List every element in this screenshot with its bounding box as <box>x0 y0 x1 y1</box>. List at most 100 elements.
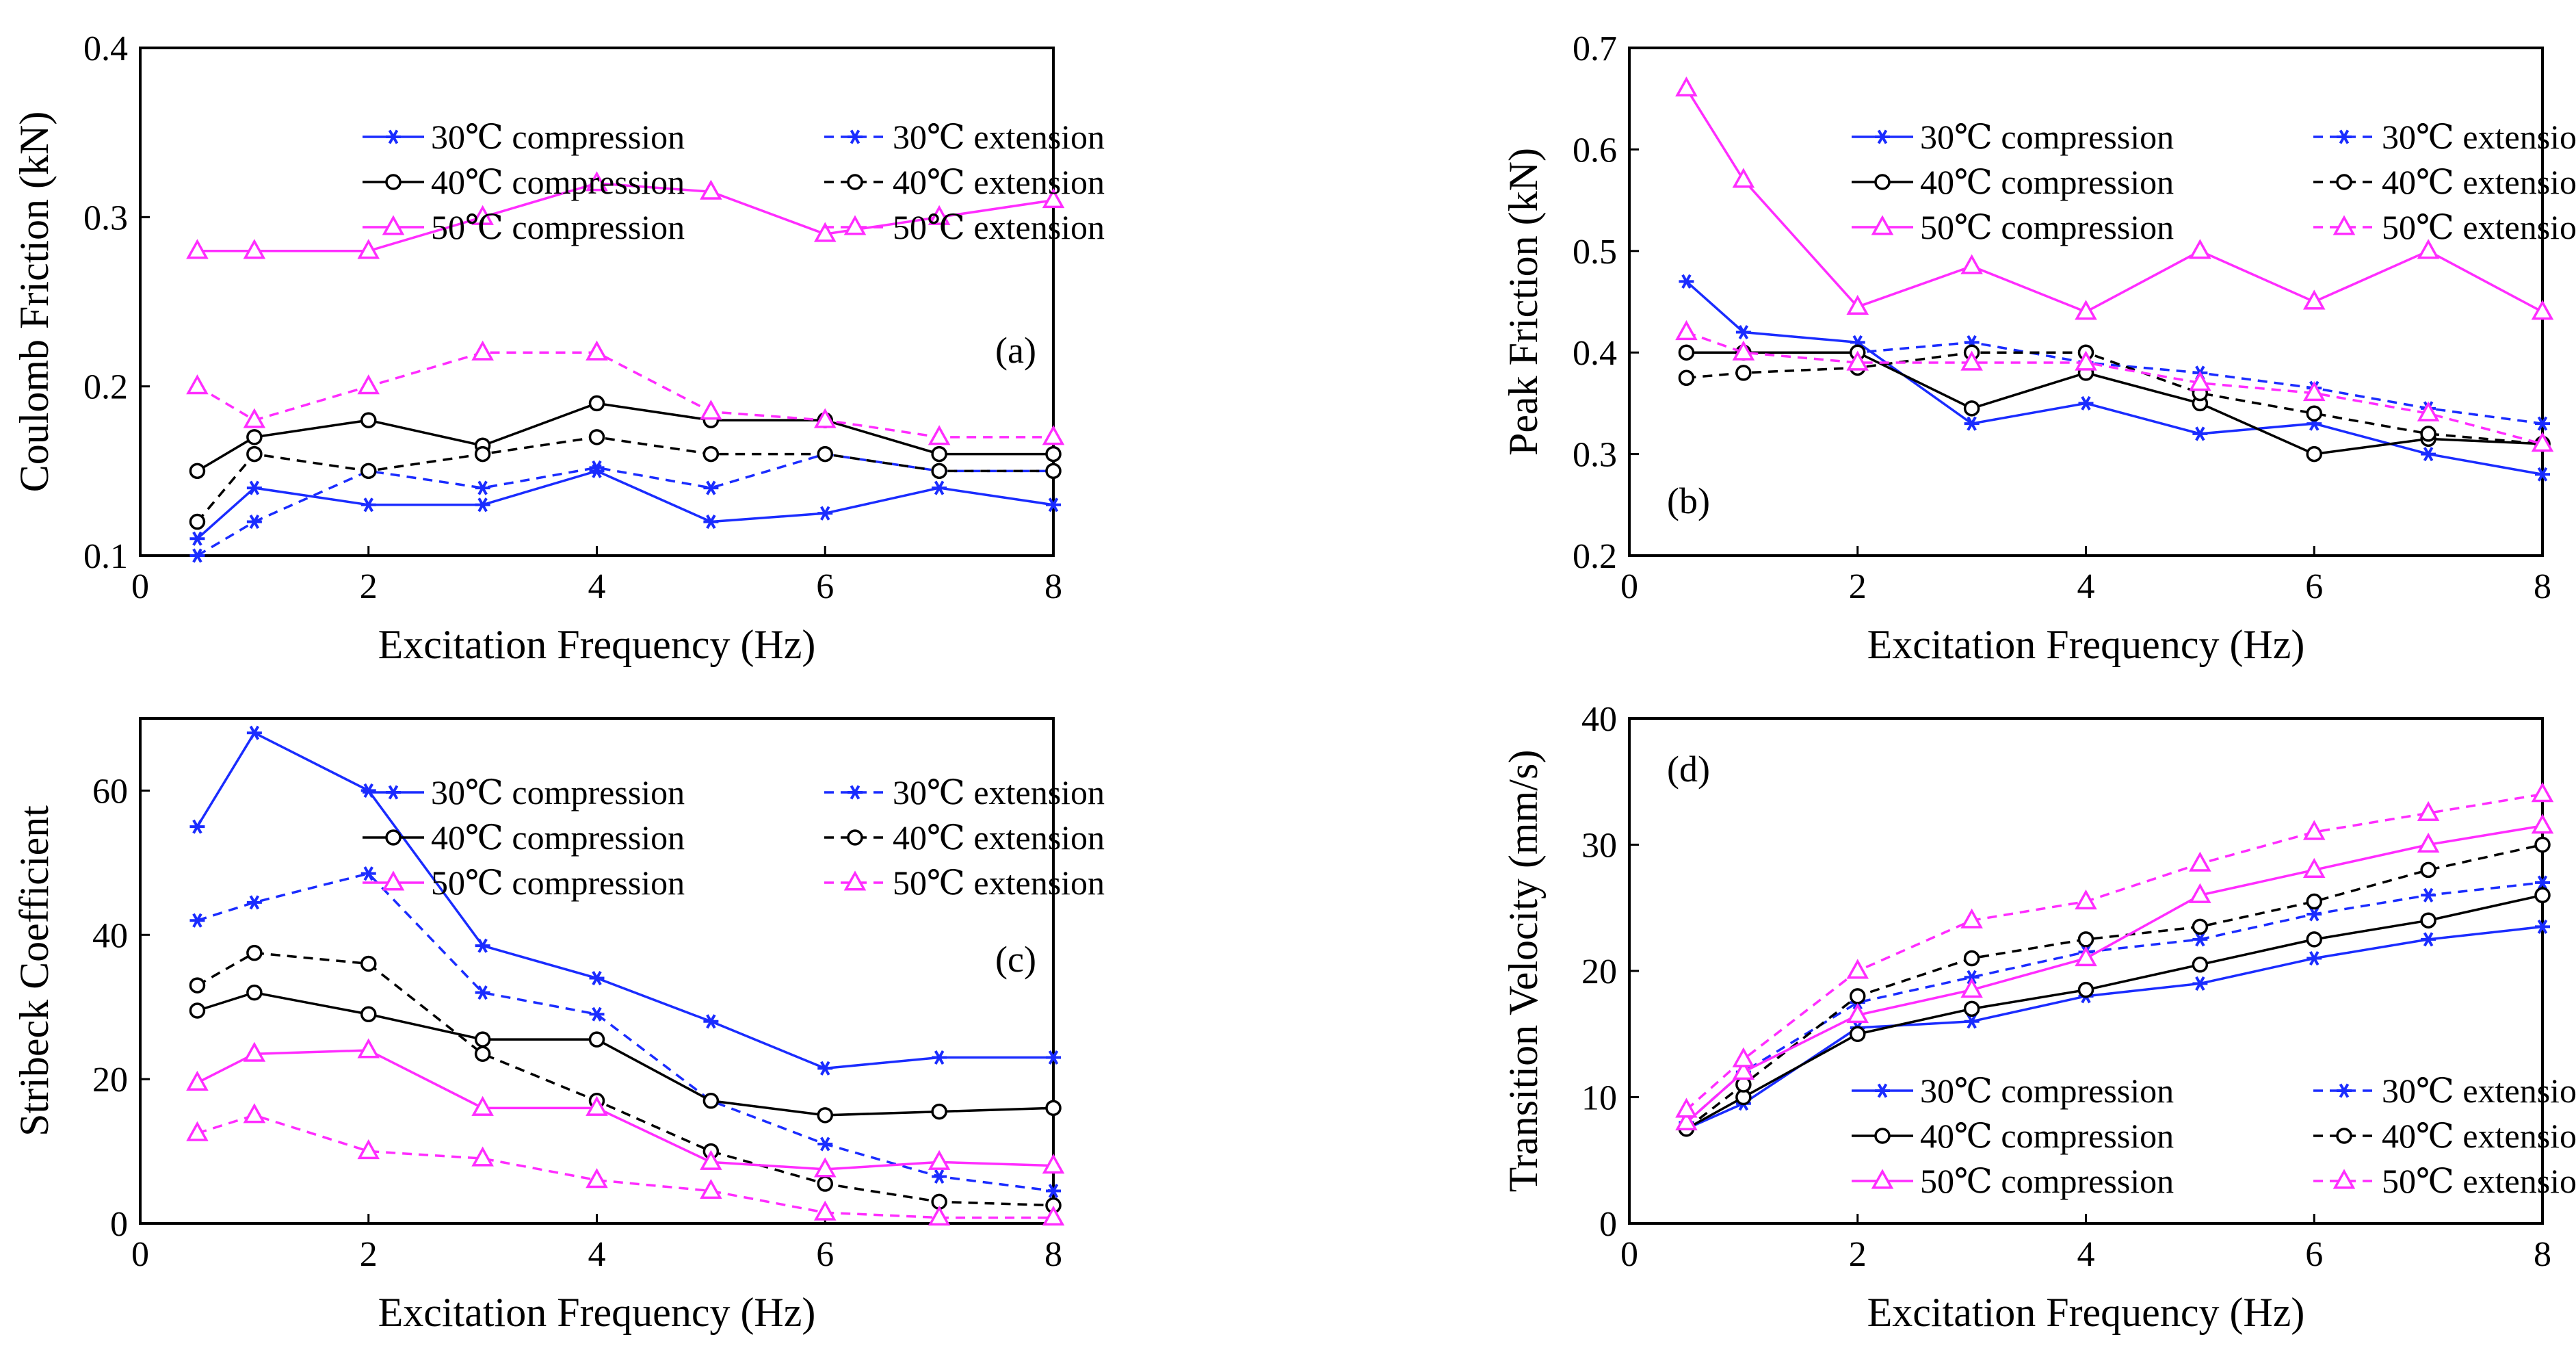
x-tick-label: 0 <box>131 567 149 606</box>
data-point <box>1042 425 1065 445</box>
series-40-extension <box>189 944 1062 1214</box>
series-30-compression <box>189 463 1061 546</box>
legend-entry: 50℃ extension <box>2382 1162 2576 1200</box>
data-point <box>186 239 209 259</box>
data-point <box>2192 918 2209 935</box>
data-point <box>2078 395 2094 411</box>
data-point <box>2306 931 2322 948</box>
data-point <box>586 1168 608 1189</box>
data-point <box>1963 950 1980 967</box>
data-point <box>189 513 206 530</box>
data-point <box>189 913 205 928</box>
data-point <box>588 1031 605 1048</box>
x-tick-label: 6 <box>816 567 834 606</box>
data-point <box>2192 932 2208 947</box>
data-point <box>703 1014 719 1029</box>
legend-entry: 30℃ compression <box>431 118 685 156</box>
series-line <box>196 872 1054 1193</box>
data-point <box>928 1150 951 1170</box>
data-point <box>931 1103 947 1120</box>
x-tick-label: 8 <box>2534 567 2551 606</box>
data-point <box>360 866 376 881</box>
panel-label: (a) <box>995 330 1036 371</box>
y-tick-label: 0.6 <box>1573 131 1617 170</box>
data-point <box>246 944 263 961</box>
data-point <box>700 400 722 420</box>
data-point <box>703 480 719 495</box>
y-tick-label: 10 <box>1581 1079 1617 1118</box>
data-point <box>475 985 490 1000</box>
data-point <box>932 1169 947 1184</box>
legend-marker <box>847 129 863 144</box>
y-tick-label: 0.1 <box>83 537 128 576</box>
data-point <box>474 445 491 463</box>
y-tick-label: 40 <box>92 916 128 955</box>
data-point <box>700 179 722 200</box>
data-point <box>2531 300 2554 320</box>
y-tick-label: 0.7 <box>1573 29 1617 68</box>
panel-a: 0 2 4 6 8 0.1 0.2 0.3 0.4 Excitation Frequency (H… <box>12 29 1105 667</box>
data-point <box>2077 981 2094 998</box>
data-point <box>932 480 947 495</box>
data-point <box>1675 1098 1698 1118</box>
data-point <box>357 1038 380 1059</box>
data-point <box>817 1107 833 1124</box>
data-point <box>360 783 376 798</box>
x-tick-label: 4 <box>2077 1235 2095 1274</box>
series-line <box>196 1114 1053 1219</box>
legend-entry: 40℃ compression <box>431 163 685 201</box>
data-point <box>357 374 380 395</box>
legend-entry: 30℃ compression <box>1920 118 2174 156</box>
y-axis-title: Coulomb Friction (kN) <box>12 112 57 493</box>
data-point <box>928 425 951 445</box>
data-point <box>2535 467 2550 482</box>
panel-label: (c) <box>995 939 1036 980</box>
panel-d: 0 2 4 6 8 0 10 20 30 40 Excitation Frequency (Hz) T… <box>1501 700 2576 1335</box>
legend: 30℃ compression 30℃ extension 40℃ compress… <box>363 773 1105 902</box>
data-point <box>928 1205 951 1226</box>
data-point <box>1964 1014 1980 1029</box>
data-point <box>189 977 206 994</box>
data-point <box>360 497 376 512</box>
data-point <box>1846 959 1869 979</box>
data-point <box>1850 988 1866 1004</box>
series-50-compression <box>186 1038 1065 1178</box>
y-axis-title: Peak Friction (kN) <box>1501 148 1546 456</box>
legend-entry: 40℃ compression <box>431 818 685 857</box>
legend-marker <box>386 129 401 144</box>
data-point <box>2302 289 2326 310</box>
data-point <box>589 460 605 475</box>
data-point <box>475 938 490 953</box>
data-point <box>932 1050 947 1065</box>
data-point <box>2417 239 2440 259</box>
series-50-compression <box>1675 76 2554 320</box>
series-40-extension <box>1678 836 2551 1137</box>
y-tick-label: 60 <box>92 772 128 811</box>
panel-label: (b) <box>1667 480 1710 521</box>
legend-entry: 40℃ extension <box>893 818 1105 857</box>
panel-label: (d) <box>1667 749 1710 790</box>
data-point <box>2302 380 2326 402</box>
data-point <box>474 1046 491 1062</box>
data-point <box>189 1002 206 1019</box>
data-point <box>360 463 377 480</box>
data-point <box>1042 188 1065 209</box>
legend-marker <box>385 829 402 846</box>
x-tick-label: 2 <box>360 1235 378 1274</box>
data-point <box>1964 970 1980 985</box>
data-point <box>357 239 380 259</box>
data-point <box>1042 1205 1065 1226</box>
data-point <box>246 984 263 1001</box>
data-point <box>2306 893 2322 910</box>
data-point <box>189 819 205 834</box>
x-axis-title: Excitation Frequency (Hz) <box>378 622 816 667</box>
legend-entry: 50℃ compression <box>431 864 685 902</box>
data-point <box>1960 350 1983 371</box>
series-line <box>196 1049 1054 1171</box>
data-point <box>471 1146 494 1167</box>
y-tick-label: 0.4 <box>1573 334 1617 373</box>
data-point <box>2417 801 2440 821</box>
series-50-compression <box>1675 814 2554 1130</box>
x-axis-title: Excitation Frequency (Hz) <box>1867 1290 2305 1335</box>
data-point <box>1732 340 1755 361</box>
